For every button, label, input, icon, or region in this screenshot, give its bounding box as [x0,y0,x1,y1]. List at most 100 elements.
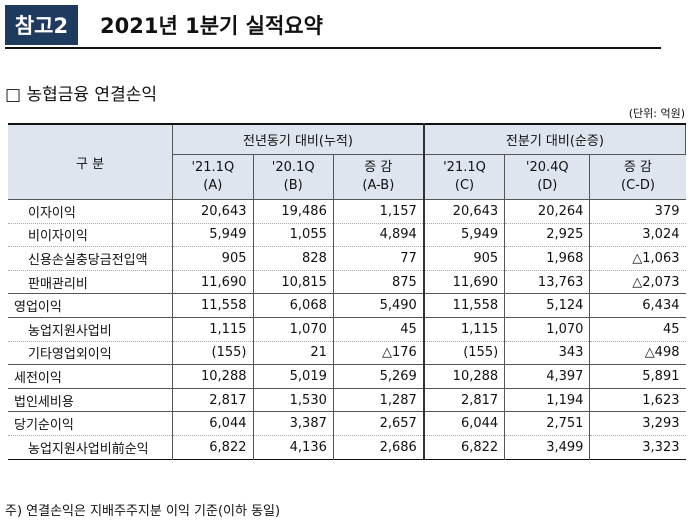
value-cell: 45 [589,316,686,342]
column-header-line: '20.4Q [525,160,569,175]
value-cell: 6,044 [172,411,253,436]
row-label: 기타영업외이익 [8,340,173,365]
value-cell: 2,751 [504,411,590,436]
value-cell: 2,925 [504,222,590,247]
value-cell: △1,063 [589,246,686,271]
value-cell: 13,763 [504,269,590,294]
value-cell: 6,434 [589,293,686,318]
value-cell: 11,558 [172,293,253,318]
corner-cell: 구 분 [8,123,174,200]
table: 구 분 전년동기 대비(누적) 전분기 대비(순증) '21.1Q (A) '20.1Q (… [8,123,686,460]
value-cell: 1,968 [504,246,590,271]
table-row: 이자이익 20,643 19,486 1,157 20,643 20,264 379 [8,199,686,224]
value-cell: 6,822 [422,434,505,460]
table-head: 구 분 전년동기 대비(누적) 전분기 대비(순증) '21.1Q (A) '20.1Q (… [8,123,686,200]
value-cell: 20,643 [422,199,505,224]
value-cell: 4,894 [332,222,424,247]
title-rule [5,47,661,49]
value-cell: 2,686 [332,434,424,460]
value-cell: 21 [252,340,334,365]
value-cell: 5,124 [504,293,590,318]
value-cell: 3,024 [589,222,686,247]
column-header-line: (B) [283,178,303,193]
column-header-line: 증 감 [364,160,393,175]
table-body: 이자이익 20,643 19,486 1,157 20,643 20,264 379 비이자이… [8,199,686,460]
value-cell: 5,949 [422,222,505,247]
row-label: 이자이익 [8,199,173,224]
value-cell: 1,070 [504,316,590,342]
value-cell: 5,490 [332,293,424,318]
value-cell: (155) [172,340,253,365]
column-header-line: (A-B) [362,178,395,193]
value-cell: △176 [332,340,424,365]
value-cell: 2,817 [422,387,505,412]
value-cell: 45 [332,316,424,342]
value-cell: (155) [422,340,505,365]
row-label: 법인세비용 [8,387,173,412]
badge: 참고2 [5,5,78,45]
value-cell: 20,264 [504,199,590,224]
column-header: 증 감 (A-B) [332,154,425,200]
column-header-line: '21.1Q [191,160,235,175]
header-row: '21.1Q (A) '20.1Q (B) 증 감 (A-B) '21.1Q (C) '20.4… [8,154,686,200]
column-header-line: (D) [537,178,558,193]
value-cell: 10,288 [172,364,253,389]
column-header-line: '20.1Q [271,160,315,175]
column-header-line: (C) [454,178,475,193]
value-cell: 5,269 [332,364,424,389]
table-row: 영업이익 11,558 6,068 5,490 11,558 5,124 6,434 [8,293,686,318]
value-cell: 20,643 [172,199,253,224]
value-cell: 1,287 [332,387,424,412]
value-cell: 77 [332,246,424,271]
value-cell: 11,690 [422,269,505,294]
value-cell: 5,891 [589,364,686,389]
value-cell: 2,657 [332,411,424,436]
table-row: 세전이익 10,288 5,019 5,269 10,288 4,397 5,891 [8,364,686,389]
value-cell: 343 [504,340,590,365]
table-row: 농업지원사업비 1,115 1,070 45 1,115 1,070 45 [8,316,686,342]
value-cell: △2,073 [589,269,686,294]
value-cell: 6,822 [172,434,253,460]
title: 2021년 1분기 실적요약 [100,14,323,38]
row-label: 신용손실충당금전입액 [8,246,173,271]
table-row: 법인세비용 2,817 1,530 1,287 2,817 1,194 1,623 [8,387,686,412]
value-cell: 1,194 [504,387,590,412]
value-cell: 875 [332,269,424,294]
section-title: □ 농협금융 연결손익 [5,85,157,105]
row-label: 당기순이익 [8,411,173,436]
value-cell: 3,323 [589,434,686,460]
column-header: '20.1Q (B) [252,154,334,200]
value-cell: 4,136 [252,434,334,460]
group-header: 전분기 대비(순증) [422,123,686,155]
row-label: 판매관리비 [8,269,173,294]
value-cell: 1,530 [252,387,334,412]
value-cell: 4,397 [504,364,590,389]
row-label: 영업이익 [8,293,173,318]
value-cell: 6,068 [252,293,334,318]
value-cell: 379 [589,199,686,224]
header-row: 구 분 전년동기 대비(누적) 전분기 대비(순증) [8,123,686,200]
value-cell: 10,815 [252,269,334,294]
value-cell: 1,055 [252,222,334,247]
value-cell: 828 [252,246,334,271]
column-header: '20.4Q (D) [504,154,591,200]
table-row: 기타영업외이익 (155) 21 △176 (155) 343 △498 [8,340,686,365]
column-header-line: (C-D) [621,178,655,193]
value-cell: 3,293 [589,411,686,436]
value-cell: 10,288 [422,364,505,389]
value-cell: 6,044 [422,411,505,436]
column-header-line: 증 감 [623,160,652,175]
value-cell: 3,387 [252,411,334,436]
footnote: 주) 연결손익은 지배주주지분 이익 기준(이하 동일) [5,504,281,519]
value-cell: 5,019 [252,364,334,389]
row-label: 농업지원사업비前순익 [8,434,173,460]
value-cell: 1,623 [589,387,686,412]
table-row: 농업지원사업비前순익 6,822 4,136 2,686 6,822 3,499 3,323 [8,434,686,460]
column-header-line: (A) [203,178,223,193]
value-cell: 1,070 [252,316,334,342]
value-cell: 1,115 [422,316,505,342]
value-cell: 2,817 [172,387,253,412]
value-cell: 11,558 [422,293,505,318]
value-cell: 1,157 [332,199,424,224]
